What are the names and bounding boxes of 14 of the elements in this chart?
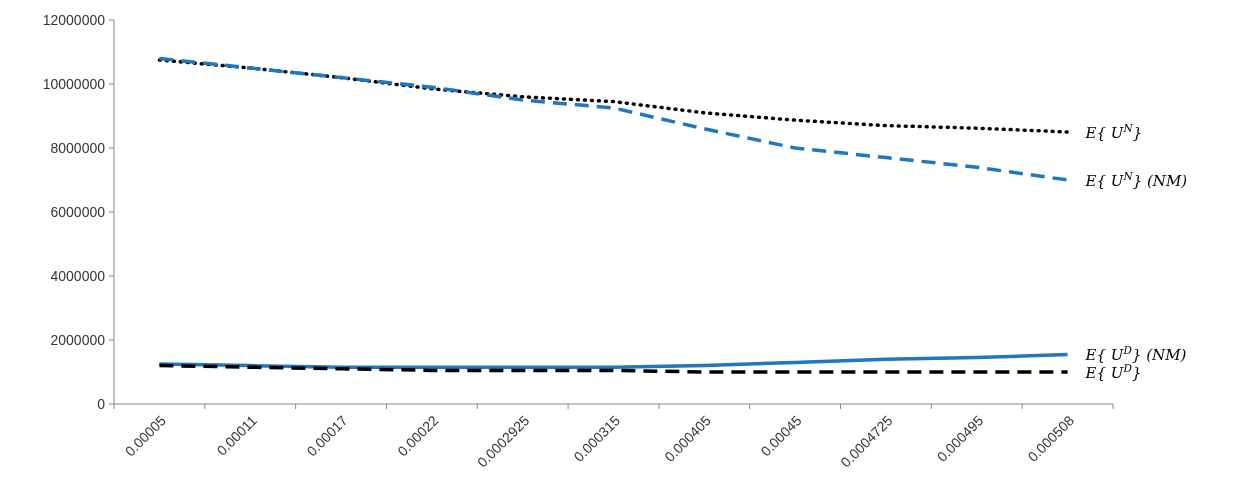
line-series (157, 58, 1070, 134)
y-tick-label: 0 (97, 395, 106, 412)
y-tick-label: 8000000 (50, 139, 106, 156)
line-series (157, 56, 1070, 182)
series-label: E{ U$^{N}$} (NM) (1084, 170, 1188, 190)
y-tick-label: 2000000 (50, 331, 106, 348)
series-label: E{ U$^{D}$} (1084, 362, 1142, 382)
y-tick-label: 4000000 (50, 267, 106, 284)
y-tick-label: 6000000 (50, 203, 106, 220)
y-tick-label: 12000000 (42, 11, 106, 28)
y-tick-label: 10000000 (42, 75, 106, 92)
series-label: E{ U$^{D}$} (NM) (1084, 344, 1187, 365)
line-series (157, 363, 1070, 374)
series-label: E{ U$^{N}$} (1084, 122, 1143, 142)
